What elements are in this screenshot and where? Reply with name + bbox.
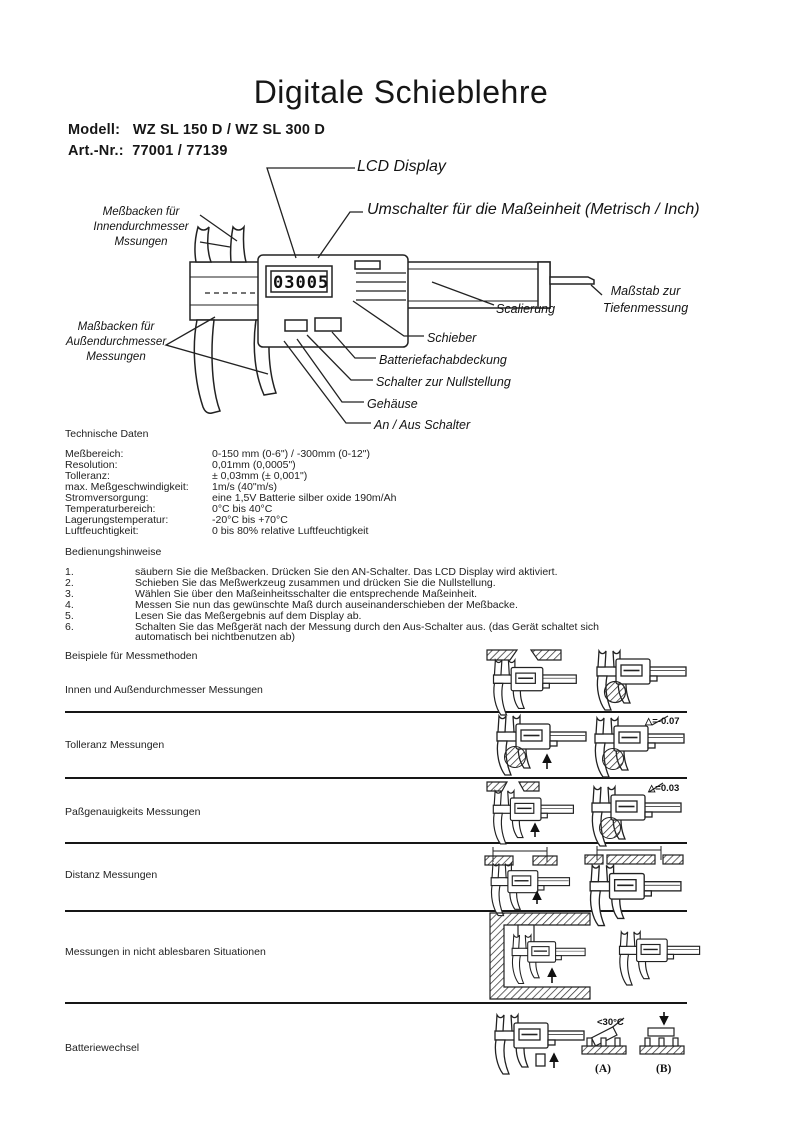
label-slider: Schieber xyxy=(427,331,477,345)
example-row-label: Innen und Außendurchmesser Messungen xyxy=(65,684,263,696)
battery-temp-note: <30°C xyxy=(597,1017,624,1028)
instruction-item: 6. Schalten Sie das Meßgerät nach der Mes… xyxy=(65,620,599,644)
inner-outer-measure-illustration xyxy=(486,649,687,716)
page-title: Digitale Schieblehre xyxy=(253,74,549,110)
battery-slot-b xyxy=(639,1012,685,1055)
instruction-item: 1. säubern Sie die Meßbacken. Drücken Sie… xyxy=(65,566,558,578)
divider xyxy=(65,842,687,844)
tech-row: Resolution: 0,01mm (0,0005") xyxy=(65,459,296,471)
instructions-heading: Bedienungshinweise xyxy=(65,546,162,558)
label-outer-jaws: Maßbacken für Außendurchmesser Messungen xyxy=(65,321,167,363)
label-depth: Maßstab zur Tiefenmessung xyxy=(602,284,689,315)
power-button xyxy=(314,317,342,332)
example-row-label: Paßgenauigkeits Messungen xyxy=(65,806,201,818)
battery-change-illustration xyxy=(494,1012,685,1075)
fit-measure-illustration xyxy=(486,781,682,847)
tolerance-annotation: △=-0.07 xyxy=(645,716,680,727)
label-scale: Scalierung xyxy=(496,302,556,316)
battery-slot-a xyxy=(581,1017,627,1055)
fit-annotation: △=0.03 xyxy=(648,783,680,794)
label-inner-jaws: Meßbacken für Innendurchmesser Mssungen xyxy=(93,206,189,248)
model-value: WZ SL 150 D / WZ SL 300 D xyxy=(132,122,326,138)
hidden-measure-illustration xyxy=(489,912,701,1000)
model-label: Modell: xyxy=(68,122,121,138)
instruction-item: 3. Wählen Sie über den Maßeinheitsschalte… xyxy=(65,587,478,600)
example-row-label: Tolleranz Messungen xyxy=(65,739,165,751)
caliper-diagram: 03005 xyxy=(164,167,603,424)
artnr-label: Art.-Nr.: xyxy=(68,143,124,159)
depth-rod xyxy=(549,276,595,285)
model-line: Modell: WZ SL 150 D / WZ SL 300 D xyxy=(68,122,325,138)
distance-measure-illustration xyxy=(484,846,684,927)
tech-row: Stromversorgung: eine 1,5V Batterie silbe… xyxy=(65,492,397,504)
tech-row: Lagerungstemperatur: -20°C bis +70°C xyxy=(65,514,288,526)
battery-label-a: (A) xyxy=(595,1063,611,1075)
tech-row: Temperaturbereich: 0°C bis 40°C xyxy=(65,503,273,515)
tech-row: Luftfeuchtigkeit: 0 bis 80% relative Luft… xyxy=(65,525,369,537)
divider xyxy=(65,777,687,779)
instruction-item: 2. Schieben Sie das Meßwerkzeug zusammen … xyxy=(65,576,496,589)
unit-switch-button xyxy=(354,260,381,270)
divider xyxy=(65,910,687,912)
examples-heading: Beispiele für Messmethoden xyxy=(65,650,198,662)
tech-row: max. Meßgeschwindigkeit: 1m/s (40"m/s) xyxy=(65,481,277,493)
tech-row: Tolleranz: ± 0,03mm (± 0,001") xyxy=(65,470,308,482)
tech-table: Meßbereich: 0-150 mm (0-6") / -300mm (0-1… xyxy=(65,449,665,537)
label-zero-switch: Schalter zur Nullstellung xyxy=(376,375,511,389)
label-housing: Gehäuse xyxy=(367,397,418,411)
zero-button xyxy=(284,319,308,332)
example-row-label: Batteriewechsel xyxy=(65,1042,140,1054)
example-row-label: Messungen in nicht ablesbaren Situatione… xyxy=(65,946,266,958)
label-power-switch: An / Aus Schalter xyxy=(374,418,471,432)
label-lcd-display: LCD Display xyxy=(357,158,446,175)
tech-row: Meßbereich: 0-150 mm (0-6") / -300mm (0-1… xyxy=(65,448,370,460)
tech-heading: Technische Daten xyxy=(65,428,149,440)
battery-label-b: (B) xyxy=(656,1063,672,1075)
lcd-display-value: 03005 xyxy=(273,273,329,293)
divider xyxy=(65,1002,687,1004)
instructions-list: 1. säubern Sie die Meßbacken. Drücken Sie… xyxy=(65,567,640,643)
label-battery-cover: Batteriefachabdeckung xyxy=(379,353,507,367)
divider xyxy=(65,711,687,713)
instruction-item: 4. Messen Sie nun das gewünschte Maß durc… xyxy=(65,598,518,611)
tolerance-measure-illustration xyxy=(496,715,685,778)
caliper-drawing xyxy=(189,224,595,414)
lcd-window xyxy=(270,270,328,293)
artnr-value: 77001 / 77139 xyxy=(132,143,228,159)
example-row-label: Distanz Messungen xyxy=(65,869,158,881)
leader-lines xyxy=(164,167,603,424)
artnr-line: Art.-Nr.: 77001 / 77139 xyxy=(68,143,228,159)
instruction-item: 5. Lesen Sie das Meßergebnis auf dem Disp… xyxy=(65,609,362,622)
label-unit-switch: Umschalter für die Maßeinheit (Metrisch … xyxy=(367,201,700,218)
battery-icon xyxy=(535,1053,546,1067)
